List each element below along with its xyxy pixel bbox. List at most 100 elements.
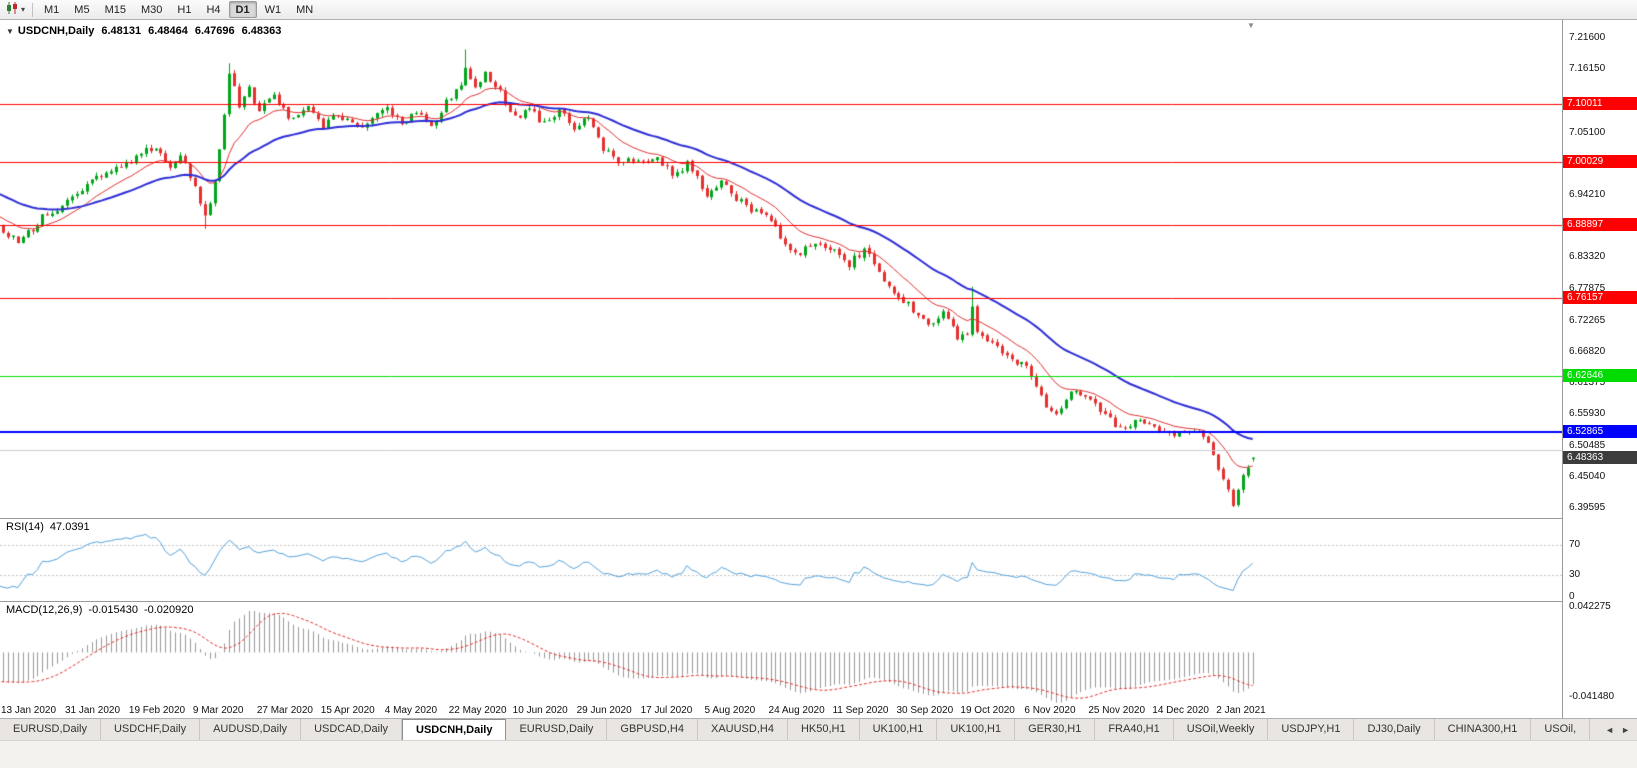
- rsi-axis-label: 30: [1569, 568, 1581, 580]
- price-axis-label: 7.21600: [1569, 31, 1606, 43]
- chart-tab[interactable]: USDJPY,H1: [1268, 719, 1355, 741]
- date-axis-label: 4 May 2020: [384, 705, 438, 716]
- ohlc-open: 6.48131: [101, 25, 142, 37]
- price-line-badge: 7.10011: [1563, 97, 1637, 111]
- chart-tab[interactable]: USDCAD,Daily: [301, 719, 403, 741]
- date-axis-label: 2 Jan 2021: [1216, 705, 1266, 716]
- candlestick-chart-icon: [6, 1, 19, 19]
- timeframe-button-h4[interactable]: H4: [206, 4, 221, 16]
- price-line-badge: 6.76157: [1563, 291, 1637, 305]
- chart-tab[interactable]: AUDUSD,Daily: [200, 719, 302, 741]
- timeframe-button-m30[interactable]: M30: [140, 4, 163, 16]
- chart-title: ▼ USDCNH,Daily 6.48131 6.48464 6.47696 6.4836…: [6, 25, 281, 37]
- chart-tab[interactable]: CHINA300,H1: [1435, 719, 1532, 741]
- chart-shift-marker-icon: ▼: [1247, 21, 1255, 30]
- rsi-name: RSI(14): [6, 521, 44, 533]
- price-axis[interactable]: 7.21600 7.16150 7.05100 6.94210 6.83320 6.778…: [1562, 20, 1637, 718]
- chart-type-button[interactable]: ▾: [3, 1, 28, 19]
- chart-window: ▼ USDCNH,Daily 6.48131 6.48464 6.47696 6.4836…: [0, 20, 1637, 718]
- ohlc-high: 6.48464: [148, 25, 188, 37]
- price-line-badge: 6.48363: [1563, 450, 1637, 464]
- date-axis-label: 31 Jan 2020: [64, 705, 121, 716]
- price-axis-label: 6.61375: [1569, 377, 1606, 389]
- pane-separator[interactable]: [0, 601, 1637, 602]
- date-axis-label: 5 Aug 2020: [704, 705, 756, 716]
- timeframe-button-d1[interactable]: D1: [228, 1, 257, 18]
- rsi-axis-label: 70: [1569, 538, 1581, 550]
- macd-indicator-canvas[interactable]: [0, 601, 1562, 703]
- price-axis-label: 6.94210: [1569, 188, 1606, 200]
- chart-tab[interactable]: EURUSD,Daily: [506, 719, 608, 741]
- date-axis-label: 19 Feb 2020: [128, 705, 186, 716]
- chart-tab[interactable]: XAUUSD,H4: [698, 719, 788, 741]
- chart-tab[interactable]: USOil,: [1531, 719, 1591, 741]
- date-axis-label: 11 Sep 2020: [832, 705, 889, 716]
- date-axis-label: 22 May 2020: [448, 705, 507, 716]
- timeframe-button-mn[interactable]: MN: [296, 4, 314, 16]
- chart-tab[interactable]: HK50,H1: [788, 719, 860, 741]
- rsi-indicator-label: RSI(14) 47.0391: [6, 521, 90, 533]
- ohlc-close: 6.48363: [241, 25, 282, 37]
- toolbar-separator: [32, 2, 34, 17]
- pane-separator[interactable]: [0, 518, 1637, 519]
- price-axis-label: 7.05100: [1569, 126, 1606, 138]
- date-axis-label: 29 Jun 2020: [576, 705, 632, 716]
- price-axis-label: 6.55930: [1569, 408, 1606, 420]
- chart-tab[interactable]: FRA40,H1: [1095, 719, 1174, 741]
- price-axis-label: 6.66820: [1569, 345, 1606, 357]
- rsi-value: 47.0391: [49, 521, 90, 533]
- date-axis-label: 14 Dec 2020: [1152, 705, 1209, 716]
- price-axis-label: 7.16150: [1569, 63, 1606, 75]
- chart-tab[interactable]: GBPUSD,H4: [607, 719, 698, 741]
- rsi-axis-label: 0: [1569, 591, 1575, 602]
- chart-tab[interactable]: USOil,Weekly: [1174, 719, 1269, 741]
- price-line-badge: 6.52865: [1563, 424, 1637, 438]
- macd-name: MACD(12,26,9): [6, 604, 83, 616]
- chart-tab[interactable]: USDCHF,Daily: [101, 719, 201, 741]
- tab-scroll-arrows: ◄ ►: [1600, 719, 1635, 741]
- chart-tab[interactable]: EURUSD,Daily: [0, 719, 101, 741]
- timeframe-button-h1[interactable]: H1: [177, 4, 192, 16]
- price-axis-label: 6.45040: [1569, 470, 1606, 482]
- timeframe-button-m1[interactable]: M1: [44, 4, 60, 16]
- main-chart-canvas[interactable]: [0, 20, 1562, 518]
- macd-main-value: -0.015430: [88, 604, 138, 616]
- timeframe-button-w1[interactable]: W1: [264, 4, 282, 16]
- tab-scroll-left-icon[interactable]: ◄: [1605, 725, 1615, 735]
- date-axis-label: 30 Sep 2020: [896, 705, 954, 716]
- macd-signal-value: -0.020920: [143, 604, 194, 616]
- timeframe-buttons: M1 M5 M15 M30 H1 H4 D1 W1 MN: [37, 1, 320, 18]
- date-axis-label: 9 Mar 2020: [192, 705, 244, 716]
- chart-tab[interactable]: UK100,H1: [860, 719, 938, 741]
- price-axis-label: 6.83320: [1569, 251, 1606, 263]
- ohlc-low: 6.47696: [194, 25, 235, 37]
- macd-indicator-label: MACD(12,26,9) -0.015430 -0.020920: [6, 604, 194, 616]
- chart-symbol-period: USDCNH,Daily: [17, 25, 95, 37]
- tab-scroll-right-icon[interactable]: ►: [1621, 725, 1630, 735]
- chart-title-dropdown-icon[interactable]: ▼: [6, 27, 14, 36]
- macd-axis-label: -0.041480: [1569, 691, 1615, 702]
- price-line-badge: 6.62646: [1563, 368, 1637, 382]
- macd-axis-label: 0.042275: [1569, 601, 1611, 612]
- chart-tab[interactable]: GER30,H1: [1015, 719, 1096, 741]
- timeframe-button-m15[interactable]: M15: [104, 4, 126, 16]
- date-axis-label: 19 Oct 2020: [960, 705, 1015, 716]
- chart-tabs: EURUSD,Daily USDCHF,Daily AUDUSD,Daily USDC…: [0, 719, 1637, 741]
- date-axis-label: 17 Jul 2020: [640, 705, 693, 716]
- chart-tab[interactable]: DJ30,Daily: [1354, 719, 1435, 741]
- date-axis-label: 6 Nov 2020: [1024, 705, 1076, 716]
- rsi-indicator-canvas[interactable]: [0, 518, 1562, 601]
- chart-tab[interactable]: USDCNH,Daily: [402, 719, 507, 741]
- toolbar: ▾ M1 M5 M15 M30 H1 H4 D1 W1 MN: [0, 0, 1637, 20]
- date-axis[interactable]: 13 Jan 2020 31 Jan 2020 19 Feb 2020 9 Mar 2…: [0, 703, 1562, 718]
- date-axis-label: 25 Nov 2020: [1088, 705, 1146, 716]
- date-axis-label: 15 Apr 2020: [320, 705, 375, 716]
- price-line-badge: 6.88897: [1563, 218, 1637, 232]
- chevron-down-icon: ▾: [21, 4, 26, 14]
- status-strip: [0, 740, 1637, 768]
- price-line-badge: 7.00029: [1563, 154, 1637, 168]
- timeframe-button-m5[interactable]: M5: [74, 4, 90, 16]
- price-axis-label: 6.72265: [1569, 314, 1606, 326]
- chart-tab[interactable]: UK100,H1: [937, 719, 1016, 741]
- date-axis-label: 24 Aug 2020: [768, 705, 825, 716]
